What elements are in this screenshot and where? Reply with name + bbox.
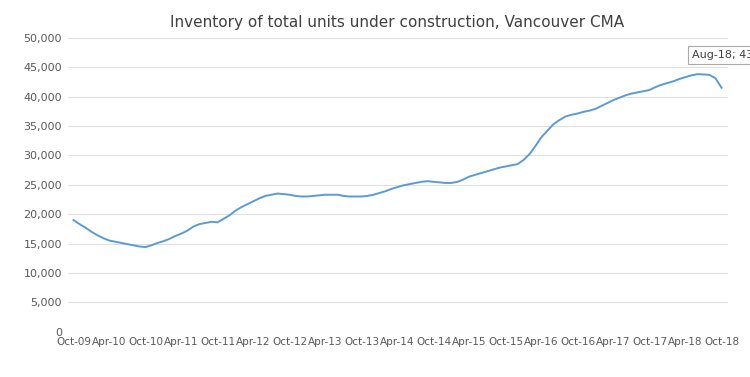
Text: Aug-18; 43,684: Aug-18; 43,684 <box>692 51 750 60</box>
Title: Inventory of total units under construction, Vancouver CMA: Inventory of total units under construct… <box>170 15 625 29</box>
